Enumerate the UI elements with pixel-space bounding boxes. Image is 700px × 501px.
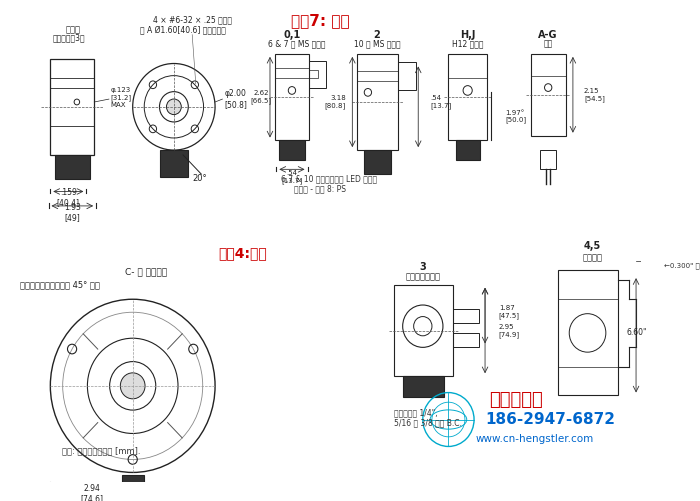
Bar xyxy=(309,70,318,78)
Text: 代码7: 端子: 代码7: 端子 xyxy=(291,13,349,28)
Text: 4,5: 4,5 xyxy=(584,241,601,252)
Text: .54
[13.7]: .54 [13.7] xyxy=(281,170,302,184)
Text: 20°: 20° xyxy=(193,174,206,183)
Bar xyxy=(531,54,566,136)
Bar xyxy=(398,62,416,91)
Text: 6 & 7 脚 MS 连接器: 6 & 7 脚 MS 连接器 xyxy=(268,40,326,49)
Text: 10 脚 MS 连接器: 10 脚 MS 连接器 xyxy=(354,40,400,49)
Text: 开槽弹簧片安装: 开槽弹簧片安装 xyxy=(405,273,440,282)
Text: φ2.00
[50.8]: φ2.00 [50.8] xyxy=(224,89,247,109)
Bar xyxy=(453,333,479,347)
Bar xyxy=(559,271,617,395)
Text: 3: 3 xyxy=(419,263,426,273)
Text: 1.87
[47.5]: 1.87 [47.5] xyxy=(499,305,520,319)
Text: 电缆: 电缆 xyxy=(544,40,553,49)
Text: 2.62
[66.5]: 2.62 [66.5] xyxy=(251,90,272,104)
Text: C- 面 电机安装: C- 面 电机安装 xyxy=(125,268,167,277)
Text: H12 连接器: H12 连接器 xyxy=(452,40,484,49)
Text: 5/16 和 3/8 英寸 B.C.: 5/16 和 3/8 英寸 B.C. xyxy=(393,418,461,427)
Text: A-G: A-G xyxy=(538,30,558,40)
Text: 1.93
[49]: 1.93 [49] xyxy=(64,203,80,222)
Text: 弹簧弹簧片大概安装在 45° 位置: 弹簧弹簧片大概安装在 45° 位置 xyxy=(20,281,99,289)
Circle shape xyxy=(167,99,181,115)
Text: 外壳选项: 外壳选项 xyxy=(582,254,602,263)
Text: 2.15
[54.5]: 2.15 [54.5] xyxy=(584,88,605,102)
Text: .54
[13.7]: .54 [13.7] xyxy=(430,95,452,109)
Bar xyxy=(122,475,144,496)
Bar xyxy=(449,54,487,140)
Text: 孔尺寸: 孔尺寸 xyxy=(66,26,80,35)
Text: 0,1: 0,1 xyxy=(284,30,300,40)
Text: 2.95
[74.9]: 2.95 [74.9] xyxy=(499,324,520,338)
Bar xyxy=(50,59,94,155)
Text: 2: 2 xyxy=(374,30,380,40)
Bar xyxy=(55,155,90,179)
Bar xyxy=(357,54,398,150)
Bar xyxy=(456,140,480,160)
Bar xyxy=(160,150,188,177)
Text: 开槽孔用于 1/4",: 开槽孔用于 1/4", xyxy=(393,408,438,417)
Text: H,J: H,J xyxy=(460,30,475,40)
Text: φ.123
[31.2]
MAX: φ.123 [31.2] MAX xyxy=(111,87,132,108)
Text: 3.18
[80.8]: 3.18 [80.8] xyxy=(325,95,346,109)
Text: 示选项 - 代码 8: PS: 示选项 - 代码 8: PS xyxy=(294,184,346,193)
Bar xyxy=(453,309,479,323)
Text: 6.60": 6.60" xyxy=(627,329,648,337)
Text: 在 A Ø1.60[40.6] 中心间距上: 在 A Ø1.60[40.6] 中心间距上 xyxy=(140,26,226,35)
Text: 西安德伍拓: 西安德伍拓 xyxy=(489,391,543,409)
Text: 代码4:固定: 代码4:固定 xyxy=(218,246,267,260)
Text: （参见代码3）: （参见代码3） xyxy=(52,33,85,42)
Bar xyxy=(309,61,326,88)
Text: 4 × #6-32 × .25 深最小: 4 × #6-32 × .25 深最小 xyxy=(153,16,232,25)
Circle shape xyxy=(120,373,145,399)
Text: .159
[40.4]: .159 [40.4] xyxy=(57,187,80,207)
Text: ←0.300" 孔型: ←0.300" 孔型 xyxy=(664,262,700,269)
Text: 注意: 尺寸单位是英寸 [mm].: 注意: 尺寸单位是英寸 [mm]. xyxy=(62,447,141,456)
Text: 1.97°
[50.0]: 1.97° [50.0] xyxy=(505,110,526,123)
Bar xyxy=(402,376,444,397)
Text: 6,7 & 10 脚型号显示带 LED 输出拓: 6,7 & 10 脚型号显示带 LED 输出拓 xyxy=(281,174,377,183)
Text: 186-2947-6872: 186-2947-6872 xyxy=(485,412,615,427)
Bar xyxy=(393,285,453,376)
Text: www.cn-hengstler.com: www.cn-hengstler.com xyxy=(476,434,594,444)
Text: 2.94
[74.6]: 2.94 [74.6] xyxy=(80,484,103,501)
Bar xyxy=(364,150,391,174)
Bar xyxy=(279,140,304,160)
Bar xyxy=(274,54,309,140)
Bar xyxy=(540,150,557,169)
